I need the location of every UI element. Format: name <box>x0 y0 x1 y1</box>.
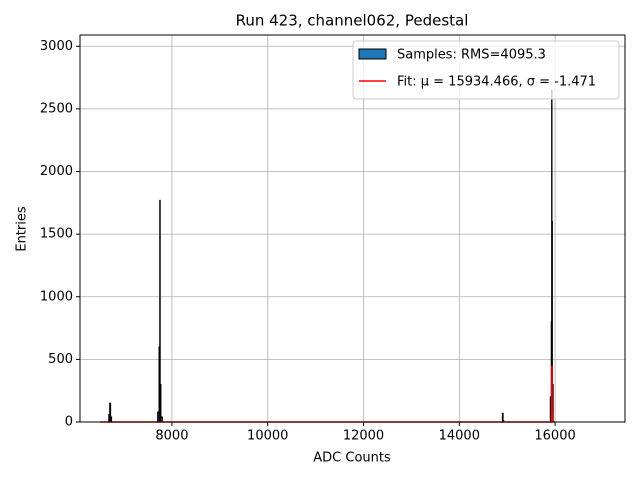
y-tick-label: 3000 <box>40 39 73 54</box>
x-tick-label: 8000 <box>155 429 188 444</box>
x-tick-label: 10000 <box>247 429 288 444</box>
legend-label: Fit: μ = 15934.466, σ = -1.471 <box>397 75 596 90</box>
chart-title: Run 423, channel062, Pedestal <box>236 12 469 30</box>
plot-frame <box>79 34 626 423</box>
legend-box <box>352 40 620 100</box>
y-tick-label: 500 <box>48 352 73 367</box>
x-axis-label: ADC Counts <box>313 451 391 466</box>
legend-label: Samples: RMS=4095.3 <box>397 48 546 63</box>
legend-swatch <box>358 48 387 60</box>
histogram-bar <box>160 416 163 423</box>
y-tick-label: 1000 <box>40 289 73 304</box>
y-tick-label: 2500 <box>40 101 73 116</box>
histogram-bar <box>159 383 162 423</box>
histogram-bar <box>110 416 113 423</box>
y-axis-label: Entries <box>15 206 30 252</box>
x-tick-label: 16000 <box>534 429 575 444</box>
y-tick-label: 1500 <box>40 227 73 242</box>
y-tick-label: 0 <box>65 415 73 430</box>
x-tick-label: 14000 <box>439 429 480 444</box>
x-tick-label: 12000 <box>343 429 384 444</box>
y-tick-label: 2000 <box>40 164 73 179</box>
